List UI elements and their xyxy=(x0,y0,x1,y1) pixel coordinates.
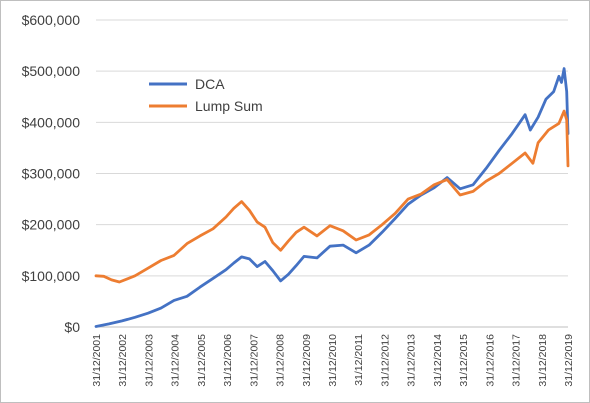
legend: DCA Lump Sum xyxy=(149,76,263,114)
x-tick-label: 31/12/2018 xyxy=(537,334,549,387)
y-tick-label: $400,000 xyxy=(22,114,81,130)
x-tick-label: 31/12/2015 xyxy=(458,334,470,387)
x-tick-label: 31/12/2011 xyxy=(353,334,365,386)
x-axis-tick-labels: 31/12/2001 31/12/2002 31/12/2003 31/12/2004… xyxy=(91,334,575,387)
x-tick-label: 31/12/2008 xyxy=(275,334,287,387)
gridlines xyxy=(96,19,568,277)
x-tick-label: 31/12/2010 xyxy=(327,334,339,387)
x-tick-label: 31/12/2006 xyxy=(222,334,234,387)
x-tick-label: 31/12/2003 xyxy=(143,334,155,387)
legend-label: Lump Sum xyxy=(195,98,263,114)
y-tick-label: $300,000 xyxy=(22,166,81,182)
x-tick-label: 31/12/2002 xyxy=(117,334,129,387)
x-tick-label: 31/12/2013 xyxy=(406,334,418,387)
x-tick-label: 31/12/2004 xyxy=(170,334,182,387)
y-tick-label: $0 xyxy=(64,319,80,335)
y-tick-label: $200,000 xyxy=(22,217,81,233)
y-tick-label: $500,000 xyxy=(22,63,81,79)
y-tick-label: $600,000 xyxy=(22,12,81,28)
x-tick-label: 31/12/2012 xyxy=(379,334,391,387)
y-tick-label: $100,000 xyxy=(22,268,81,284)
legend-label: DCA xyxy=(195,76,225,92)
series-line-dca xyxy=(94,67,570,328)
x-tick-label: 31/12/2019 xyxy=(563,334,575,387)
x-tick-label: 31/12/2005 xyxy=(196,334,208,387)
x-tick-label: 31/12/2009 xyxy=(301,334,313,387)
x-tick-label: 31/12/2017 xyxy=(511,334,523,387)
y-axis-tick-labels: $600,000 $500,000 $400,000 $300,000 $200,000… xyxy=(22,12,81,335)
x-tick-label: 31/12/2016 xyxy=(484,334,496,387)
series-lines xyxy=(94,67,570,328)
x-tick-label: 31/12/2014 xyxy=(432,334,444,387)
x-tick-label: 31/12/2001 xyxy=(91,334,103,387)
series-line-lump-sum xyxy=(94,109,570,284)
x-tick-label: 31/12/2007 xyxy=(248,334,260,387)
